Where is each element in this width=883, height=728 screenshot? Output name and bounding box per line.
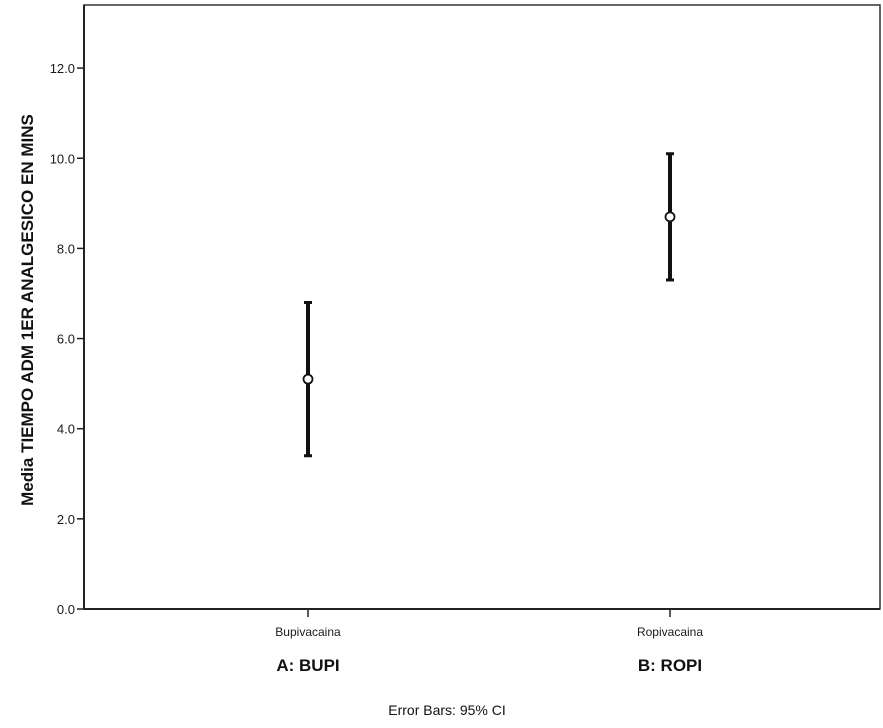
y-tick-label: 10.0 <box>50 151 75 166</box>
x-tick-label: Bupivacaina <box>275 625 341 639</box>
y-axis-label: Media TIEMPO ADM 1ER ANALGESICO EN MINS <box>18 114 37 506</box>
x-tick-label: Ropivacaina <box>637 625 703 639</box>
group-label-b: B: ROPI <box>638 656 702 675</box>
y-tick-label: 2.0 <box>57 512 75 527</box>
y-tick-label: 0.0 <box>57 602 75 617</box>
mean-marker <box>302 373 314 385</box>
y-tick-label: 6.0 <box>57 332 75 347</box>
group-label-a: A: BUPI <box>276 656 339 675</box>
y-ticks: 0.0 2.0 4.0 6.0 8.0 10.0 12.0 <box>50 61 84 617</box>
y-tick-label: 12.0 <box>50 61 75 76</box>
mean-marker <box>664 211 676 223</box>
error-bar-marks <box>302 152 676 458</box>
y-tick-label: 4.0 <box>57 422 75 437</box>
error-bars-footnote: Error Bars: 95% CI <box>388 702 505 718</box>
x-ticks: Bupivacaina Ropivacaina <box>275 609 703 639</box>
y-tick-label: 8.0 <box>57 241 75 256</box>
plot-frame <box>83 4 881 610</box>
